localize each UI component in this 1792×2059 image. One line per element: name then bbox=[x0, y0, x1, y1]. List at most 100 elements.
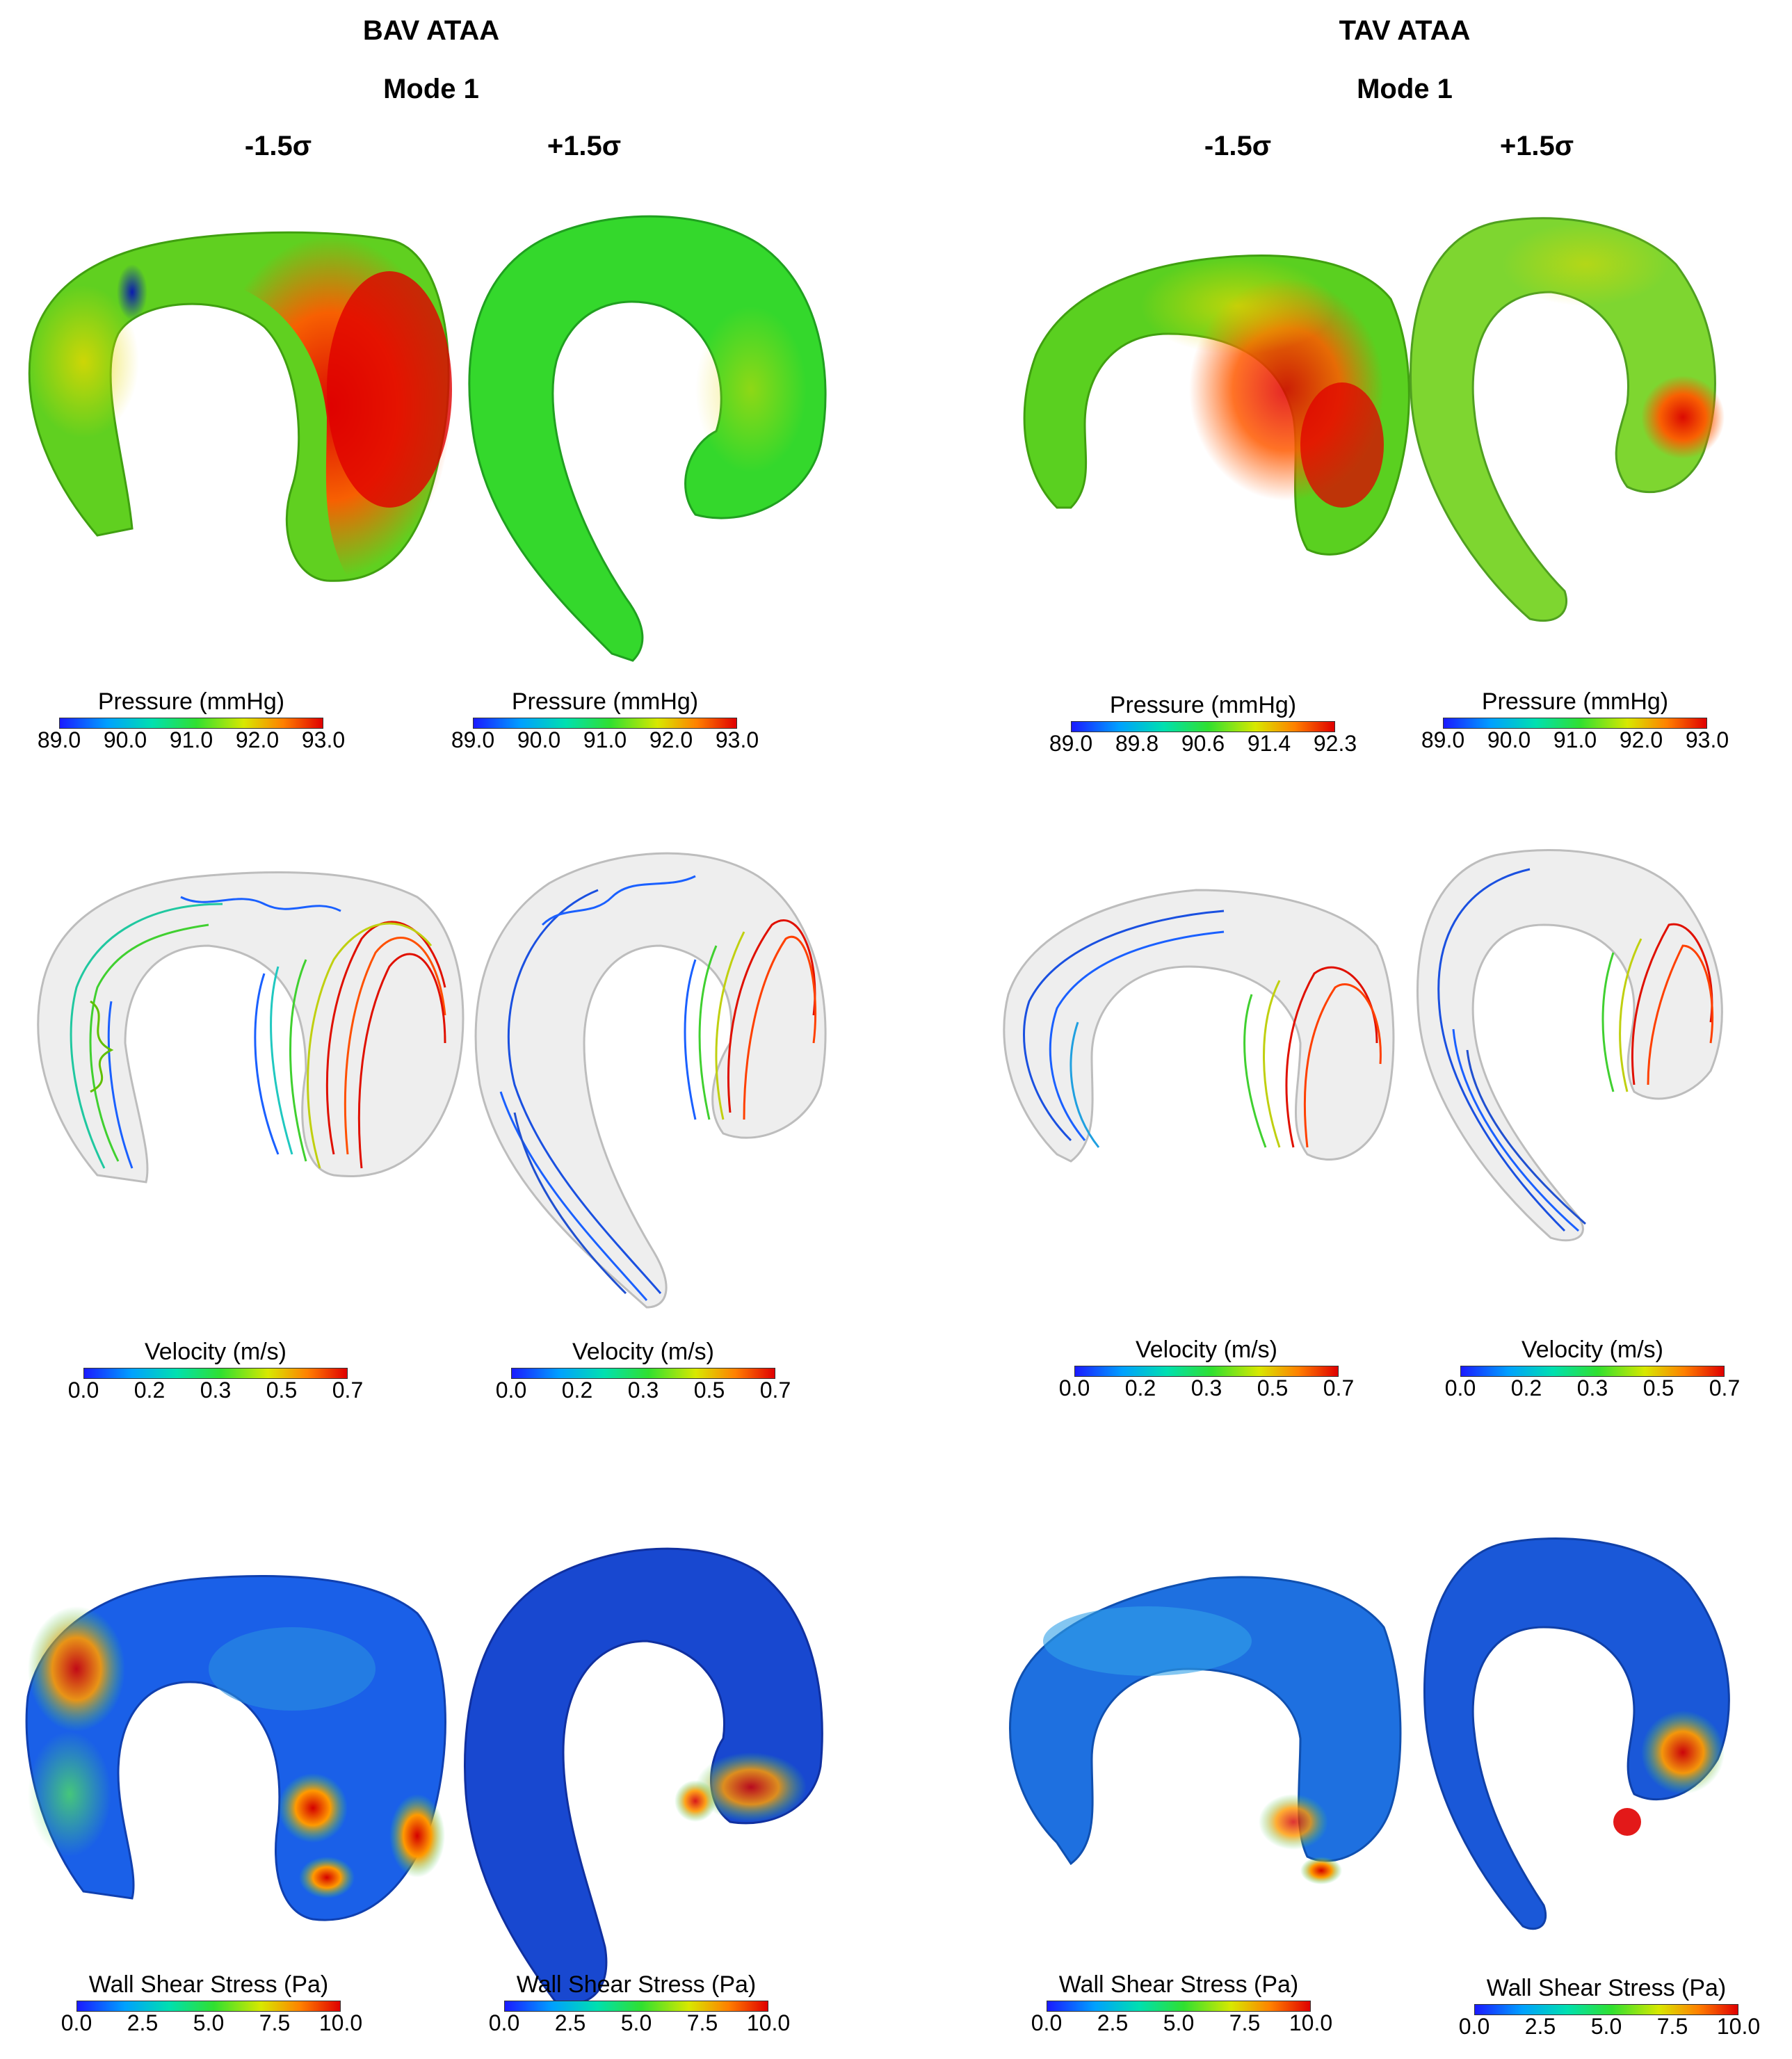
colorbar-tick: 0.0 bbox=[67, 1378, 99, 1403]
colorbar-tick: 0.2 bbox=[1510, 1375, 1542, 1400]
colorbar-tick: 0.7 bbox=[759, 1378, 791, 1403]
colorbar-tick: 90.0 bbox=[1487, 727, 1531, 752]
colorbar-tick: 89.0 bbox=[1421, 727, 1465, 752]
colorbar-tick: 0.0 bbox=[1058, 1375, 1090, 1400]
colorbar-tick: 0.5 bbox=[1642, 1375, 1674, 1400]
colorbar-tick: 0.2 bbox=[561, 1378, 593, 1403]
pressure-tav-plus bbox=[1410, 217, 1725, 622]
colorbar-tick: 2.5 bbox=[1524, 2014, 1556, 2039]
colorbar-tick: 5.0 bbox=[193, 2010, 225, 2035]
velocity-bav-plus bbox=[474, 852, 827, 1309]
colorbar-tick: 90.0 bbox=[103, 727, 147, 752]
colorbar-tick: 10.0 bbox=[1289, 2010, 1333, 2035]
colorbar-tick: 90.6 bbox=[1181, 731, 1225, 756]
colorbar-tick: 0.0 bbox=[495, 1378, 527, 1403]
colorbar-tick: 0.3 bbox=[1576, 1375, 1608, 1400]
colorbar-tick: 89.0 bbox=[451, 727, 495, 752]
pressure-bav-plus bbox=[468, 215, 827, 662]
velocity-tav-plus bbox=[1416, 849, 1723, 1242]
colorbar-tick: 0.0 bbox=[60, 2010, 92, 2035]
colorbar-tick: 91.4 bbox=[1247, 731, 1291, 756]
colorbar-tick: 7.5 bbox=[1656, 2014, 1688, 2039]
colorbar-tick: 7.5 bbox=[259, 2010, 291, 2035]
tav-minus-sigma: -1.5σ bbox=[1204, 131, 1272, 161]
colorbar-tick: 91.0 bbox=[169, 727, 213, 752]
colorbar-tick: 0.7 bbox=[1323, 1375, 1355, 1400]
colorbar-gradient bbox=[1071, 721, 1335, 732]
colorbar-tick: 0.0 bbox=[1458, 2014, 1490, 2039]
colorbar-gradient bbox=[59, 718, 323, 729]
colorbar-velocity-bav-minus: Velocity (m/s) 0.0 0.2 0.3 0.5 0.7 bbox=[56, 1339, 376, 1401]
wss-tav-plus bbox=[1423, 1537, 1730, 1930]
colorbar-gradient bbox=[76, 2001, 341, 2012]
colorbar-tick: 10.0 bbox=[746, 2010, 791, 2035]
colorbar-tick: 2.5 bbox=[127, 2010, 159, 2035]
colorbar-tick: 89.8 bbox=[1115, 731, 1159, 756]
colorbar-label: Wall Shear Stress (Pa) bbox=[1058, 1971, 1299, 1998]
colorbar-tick: 91.0 bbox=[583, 727, 627, 752]
wss-bav-plus bbox=[464, 1547, 823, 2005]
colorbar-tick: 92.0 bbox=[649, 727, 693, 752]
colorbar-tick: 0.3 bbox=[627, 1378, 659, 1403]
wss-bav-minus bbox=[25, 1575, 446, 1921]
colorbar-velocity-tav-minus: Velocity (m/s) 0.0 0.2 0.3 0.5 0.7 bbox=[1047, 1337, 1366, 1399]
colorbar-label: Pressure (mmHg) bbox=[1481, 688, 1669, 715]
colorbar-tick: 0.3 bbox=[1190, 1375, 1222, 1400]
colorbar-tick: 0.0 bbox=[1031, 2010, 1063, 2035]
colorbar-label: Pressure (mmHg) bbox=[97, 688, 285, 715]
colorbar-tick: 5.0 bbox=[620, 2010, 652, 2035]
colorbar-tick: 0.2 bbox=[1124, 1375, 1156, 1400]
colorbar-gradient bbox=[504, 2001, 768, 2012]
colorbar-tick: 89.0 bbox=[37, 727, 81, 752]
colorbar-pressure-tav-minus: Pressure (mmHg) 89.0 89.8 90.6 91.4 92.3 bbox=[1043, 692, 1363, 754]
colorbar-tick: 0.0 bbox=[1444, 1375, 1476, 1400]
colorbar-tick: 89.0 bbox=[1049, 731, 1093, 756]
colorbar-tick: 7.5 bbox=[1229, 2010, 1261, 2035]
colorbar-gradient bbox=[511, 1368, 775, 1379]
colorbar-gradient bbox=[1074, 1366, 1339, 1377]
colorbar-gradient bbox=[83, 1368, 348, 1379]
colorbar-label: Velocity (m/s) bbox=[1135, 1337, 1278, 1363]
tav-mode: Mode 1 bbox=[1357, 74, 1453, 104]
velocity-bav-minus bbox=[37, 871, 465, 1184]
bav-mode: Mode 1 bbox=[383, 74, 479, 104]
colorbar-label: Velocity (m/s) bbox=[1521, 1337, 1664, 1363]
colorbar-label: Pressure (mmHg) bbox=[1109, 692, 1297, 718]
colorbar-tick: 93.0 bbox=[715, 727, 759, 752]
colorbar-gradient bbox=[1474, 2004, 1738, 2015]
colorbar-tick: 92.0 bbox=[1619, 727, 1663, 752]
colorbar-gradient bbox=[473, 718, 737, 729]
colorbar-tick: 10.0 bbox=[318, 2010, 363, 2035]
colorbar-wss-tav-minus: Wall Shear Stress (Pa) 0.0 2.5 5.0 7.5 1… bbox=[1019, 1971, 1339, 2034]
colorbar-tick: 92.0 bbox=[235, 727, 280, 752]
colorbar-gradient bbox=[1047, 2001, 1311, 2012]
colorbar-wss-tav-plus: Wall Shear Stress (Pa) 0.0 2.5 5.0 7.5 1… bbox=[1446, 1975, 1766, 2037]
colorbar-tick: 0.3 bbox=[200, 1378, 232, 1403]
colorbar-tick: 0.7 bbox=[1709, 1375, 1741, 1400]
colorbar-tick: 2.5 bbox=[554, 2010, 586, 2035]
colorbar-label: Pressure (mmHg) bbox=[511, 688, 699, 715]
colorbar-velocity-bav-plus: Velocity (m/s) 0.0 0.2 0.3 0.5 0.7 bbox=[483, 1339, 803, 1401]
colorbar-wss-bav-plus: Wall Shear Stress (Pa) 0.0 2.5 5.0 7.5 1… bbox=[476, 1971, 796, 2034]
colorbar-velocity-tav-plus: Velocity (m/s) 0.0 0.2 0.3 0.5 0.7 bbox=[1432, 1337, 1752, 1399]
pressure-bav-minus bbox=[28, 231, 453, 582]
colorbar-label: Velocity (m/s) bbox=[144, 1339, 287, 1365]
colorbar-label: Wall Shear Stress (Pa) bbox=[1486, 1975, 1727, 2001]
colorbar-tick: 5.0 bbox=[1163, 2010, 1195, 2035]
colorbar-gradient bbox=[1443, 718, 1707, 729]
tav-title: TAV ATAA bbox=[1339, 15, 1471, 46]
colorbar-label: Wall Shear Stress (Pa) bbox=[516, 1971, 757, 1998]
colorbar-tick: 2.5 bbox=[1097, 2010, 1129, 2035]
colorbar-tick: 0.5 bbox=[693, 1378, 725, 1403]
colorbar-tick: 90.0 bbox=[517, 727, 561, 752]
colorbar-tick: 92.3 bbox=[1313, 731, 1357, 756]
bav-plus-sigma: +1.5σ bbox=[547, 131, 622, 161]
colorbar-gradient bbox=[1460, 1366, 1725, 1377]
colorbar-pressure-bav-minus: Pressure (mmHg) 89.0 90.0 91.0 92.0 93.0 bbox=[31, 688, 351, 751]
colorbar-tick: 93.0 bbox=[1685, 727, 1729, 752]
velocity-tav-minus bbox=[1003, 889, 1395, 1163]
colorbar-tick: 5.0 bbox=[1590, 2014, 1622, 2039]
bav-minus-sigma: -1.5σ bbox=[244, 131, 312, 161]
colorbar-tick: 91.0 bbox=[1553, 727, 1597, 752]
